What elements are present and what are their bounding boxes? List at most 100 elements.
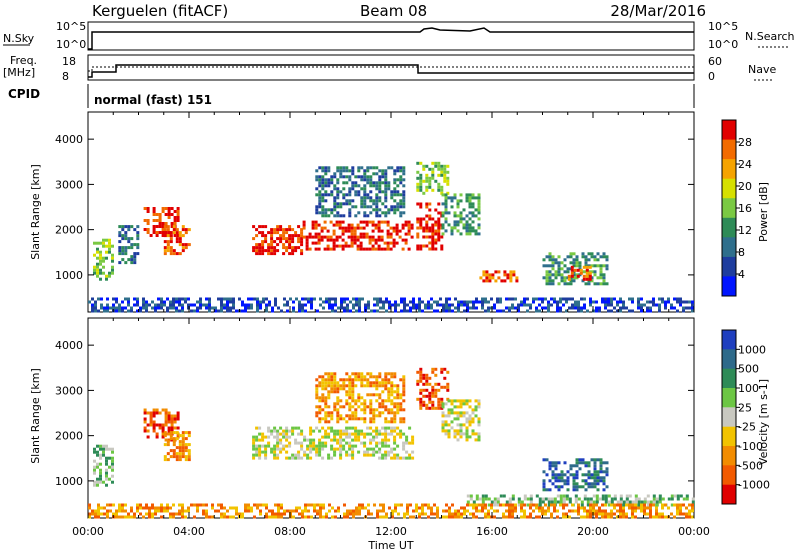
echo-cell	[466, 494, 470, 498]
echo-cell	[619, 309, 622, 313]
echo-cell	[163, 506, 166, 510]
echo-cell	[184, 228, 188, 232]
echo-cell	[351, 181, 355, 185]
echo-cell	[320, 238, 324, 242]
echo-cell	[396, 456, 400, 460]
echo-cell	[508, 512, 511, 516]
echo-cell	[430, 306, 433, 310]
echo-cell	[356, 244, 360, 248]
echo-cell	[208, 309, 211, 313]
echo-cell	[382, 509, 385, 513]
echo-cell	[252, 453, 256, 457]
echo-cell	[610, 500, 614, 504]
echo-cell	[324, 435, 328, 439]
echo-cell	[431, 388, 435, 392]
echo-cell	[173, 210, 177, 213]
echo-cell	[99, 259, 102, 263]
echo-cell	[394, 509, 397, 513]
echo-cell	[691, 497, 695, 501]
echo-cell	[149, 411, 153, 415]
echo-cell	[422, 388, 426, 392]
echo-cell	[330, 178, 334, 182]
echo-cell	[514, 509, 517, 513]
echo-cell	[450, 426, 454, 430]
echo-cell	[145, 309, 148, 313]
echo-cell	[330, 429, 334, 433]
echo-cell	[343, 503, 346, 507]
echo-cell	[366, 393, 370, 397]
echo-cell	[505, 509, 508, 513]
echo-cell	[96, 444, 99, 448]
echo-cell	[572, 264, 576, 268]
echo-cell	[146, 207, 150, 210]
echo-cell	[481, 297, 484, 301]
echo-cell	[390, 426, 394, 430]
echo-cell	[416, 232, 420, 236]
echo-cell	[494, 279, 498, 283]
echo-cell	[354, 432, 358, 436]
echo-cell	[378, 381, 382, 385]
echo-cell	[378, 405, 382, 409]
echo-cell	[400, 503, 403, 507]
echo-cell	[514, 306, 517, 310]
echo-cell	[276, 438, 280, 442]
echo-cell	[676, 309, 679, 313]
echo-cell	[676, 300, 679, 304]
echo-cell	[376, 515, 379, 519]
echo-cell	[574, 509, 577, 513]
echo-cell	[637, 506, 640, 510]
echo-cell	[550, 497, 554, 501]
echo-cell	[538, 503, 542, 507]
echo-cell	[691, 300, 694, 304]
echo-cell	[592, 503, 595, 507]
echo-cell	[602, 476, 606, 480]
velocity-ylabel: Slant Range [km]	[29, 368, 42, 464]
echo-cell	[321, 375, 325, 379]
echo-cell	[619, 494, 623, 498]
echo-cell	[146, 429, 150, 433]
echo-cell	[399, 211, 403, 215]
echo-cell	[199, 503, 202, 507]
echo-cell	[362, 235, 366, 239]
echo-cell	[593, 470, 597, 474]
echo-cell	[330, 211, 334, 215]
echo-cell	[583, 506, 586, 510]
echo-cell	[327, 435, 331, 439]
echo-cell	[584, 464, 588, 468]
echo-cell	[285, 240, 289, 244]
echo-cell	[619, 512, 622, 516]
echo-cell	[631, 297, 634, 301]
echo-cell	[351, 447, 355, 451]
echo-cell	[300, 456, 304, 460]
echo-cell	[399, 429, 403, 433]
echo-cell	[333, 375, 337, 379]
echo-cell	[321, 196, 325, 200]
echo-cell	[601, 297, 604, 301]
echo-cell	[477, 402, 481, 406]
echo-cell	[357, 378, 361, 382]
echo-cell	[318, 193, 322, 197]
echo-cell	[97, 506, 100, 510]
echo-cell	[247, 297, 250, 301]
echo-cell	[330, 438, 334, 442]
echo-cell	[336, 432, 340, 436]
echo-cell	[374, 247, 378, 251]
echo-cell	[465, 435, 469, 439]
echo-cell	[161, 408, 165, 412]
echo-cell	[511, 506, 514, 510]
echo-cell	[571, 297, 574, 301]
echo-cell	[484, 512, 487, 516]
echo-cell	[105, 250, 108, 254]
echo-cell	[395, 229, 399, 233]
echo-cell	[318, 202, 322, 206]
echo-cell	[330, 378, 334, 382]
echo-cell	[318, 447, 322, 451]
echo-cell	[309, 438, 313, 442]
echo-cell	[569, 467, 573, 471]
echo-cell	[568, 297, 571, 301]
echo-cell	[297, 240, 301, 244]
echo-cell	[384, 429, 388, 433]
echo-cell	[586, 509, 589, 513]
echo-cell	[567, 274, 571, 278]
echo-cell	[422, 373, 426, 377]
